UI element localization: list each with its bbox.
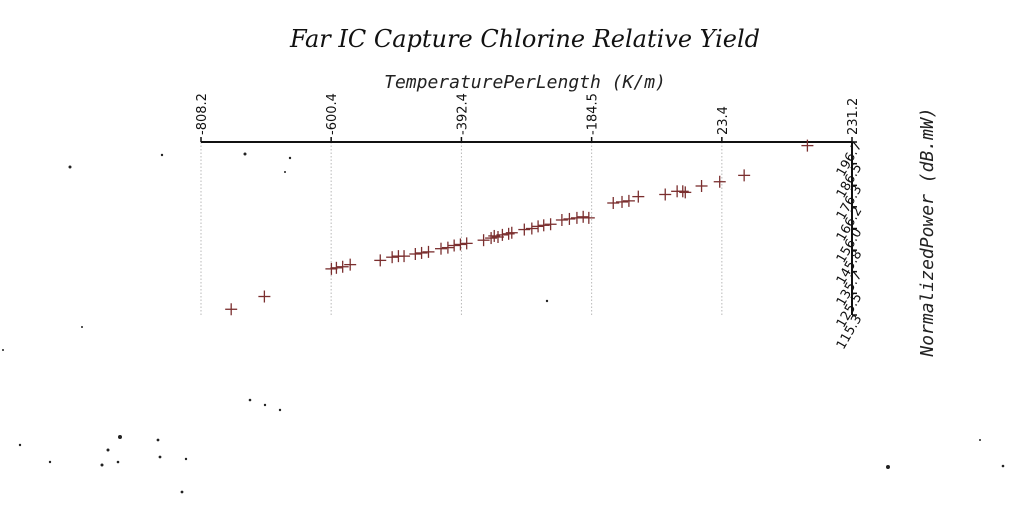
x-tick-label: 231.2 — [846, 98, 861, 135]
chart-title: Far IC Capture Chlorine Relative Yield — [289, 25, 760, 53]
data-point — [422, 245, 435, 258]
data-point — [563, 212, 576, 225]
y-tick-labels: 115.3125.5135.7145.8156.0166.2176.3186.5… — [834, 140, 866, 353]
data-point — [415, 246, 428, 259]
data-points — [225, 139, 814, 316]
data-point — [713, 175, 726, 188]
data-point — [577, 210, 590, 223]
data-point — [544, 218, 557, 231]
data-point — [738, 169, 751, 182]
x-tick-labels: -808.2 -600.4 -392.4 -184.5 23.4 231.2 — [195, 93, 861, 135]
x-tick-label: 23.4 — [716, 106, 731, 135]
data-point — [386, 251, 399, 264]
data-point — [454, 238, 467, 251]
data-point — [676, 185, 689, 198]
data-point — [435, 242, 448, 255]
x-tick-label: -600.4 — [325, 93, 340, 135]
data-point — [441, 241, 454, 254]
grid-lines — [200, 142, 723, 315]
data-point — [505, 226, 518, 239]
y-axis-label: NormalizedPower (dB.mW) — [917, 107, 938, 357]
data-point — [679, 186, 692, 199]
data-point — [448, 239, 461, 252]
data-point — [607, 196, 620, 209]
data-point — [616, 195, 629, 208]
background-specks — [2, 152, 1005, 494]
data-point — [225, 303, 238, 316]
x-tick-label: -392.4 — [455, 93, 470, 135]
data-point — [622, 194, 635, 207]
tick-marks — [200, 137, 857, 316]
data-point — [325, 262, 338, 275]
data-point — [582, 211, 595, 224]
data-point — [532, 220, 545, 233]
data-point — [409, 248, 422, 261]
data-point — [344, 258, 357, 271]
data-point — [518, 223, 531, 236]
x-tick-label: -184.5 — [586, 93, 601, 135]
data-point — [398, 250, 411, 263]
x-tick-label: -808.2 — [195, 93, 210, 135]
data-point — [632, 190, 645, 203]
data-point — [695, 179, 708, 192]
data-point — [502, 227, 515, 240]
data-point — [555, 213, 568, 226]
data-point — [258, 290, 271, 303]
data-point — [374, 254, 387, 267]
data-point — [477, 234, 490, 247]
x-axis-label: TemperaturePerLength (K/m) — [384, 72, 666, 93]
data-point — [659, 188, 672, 201]
data-point — [537, 219, 550, 232]
data-point — [330, 261, 343, 274]
data-point — [336, 260, 349, 273]
data-point — [801, 139, 814, 152]
data-point — [485, 232, 498, 245]
data-point — [570, 211, 583, 224]
data-point — [525, 222, 538, 235]
data-point — [496, 228, 509, 241]
data-point — [460, 237, 473, 250]
